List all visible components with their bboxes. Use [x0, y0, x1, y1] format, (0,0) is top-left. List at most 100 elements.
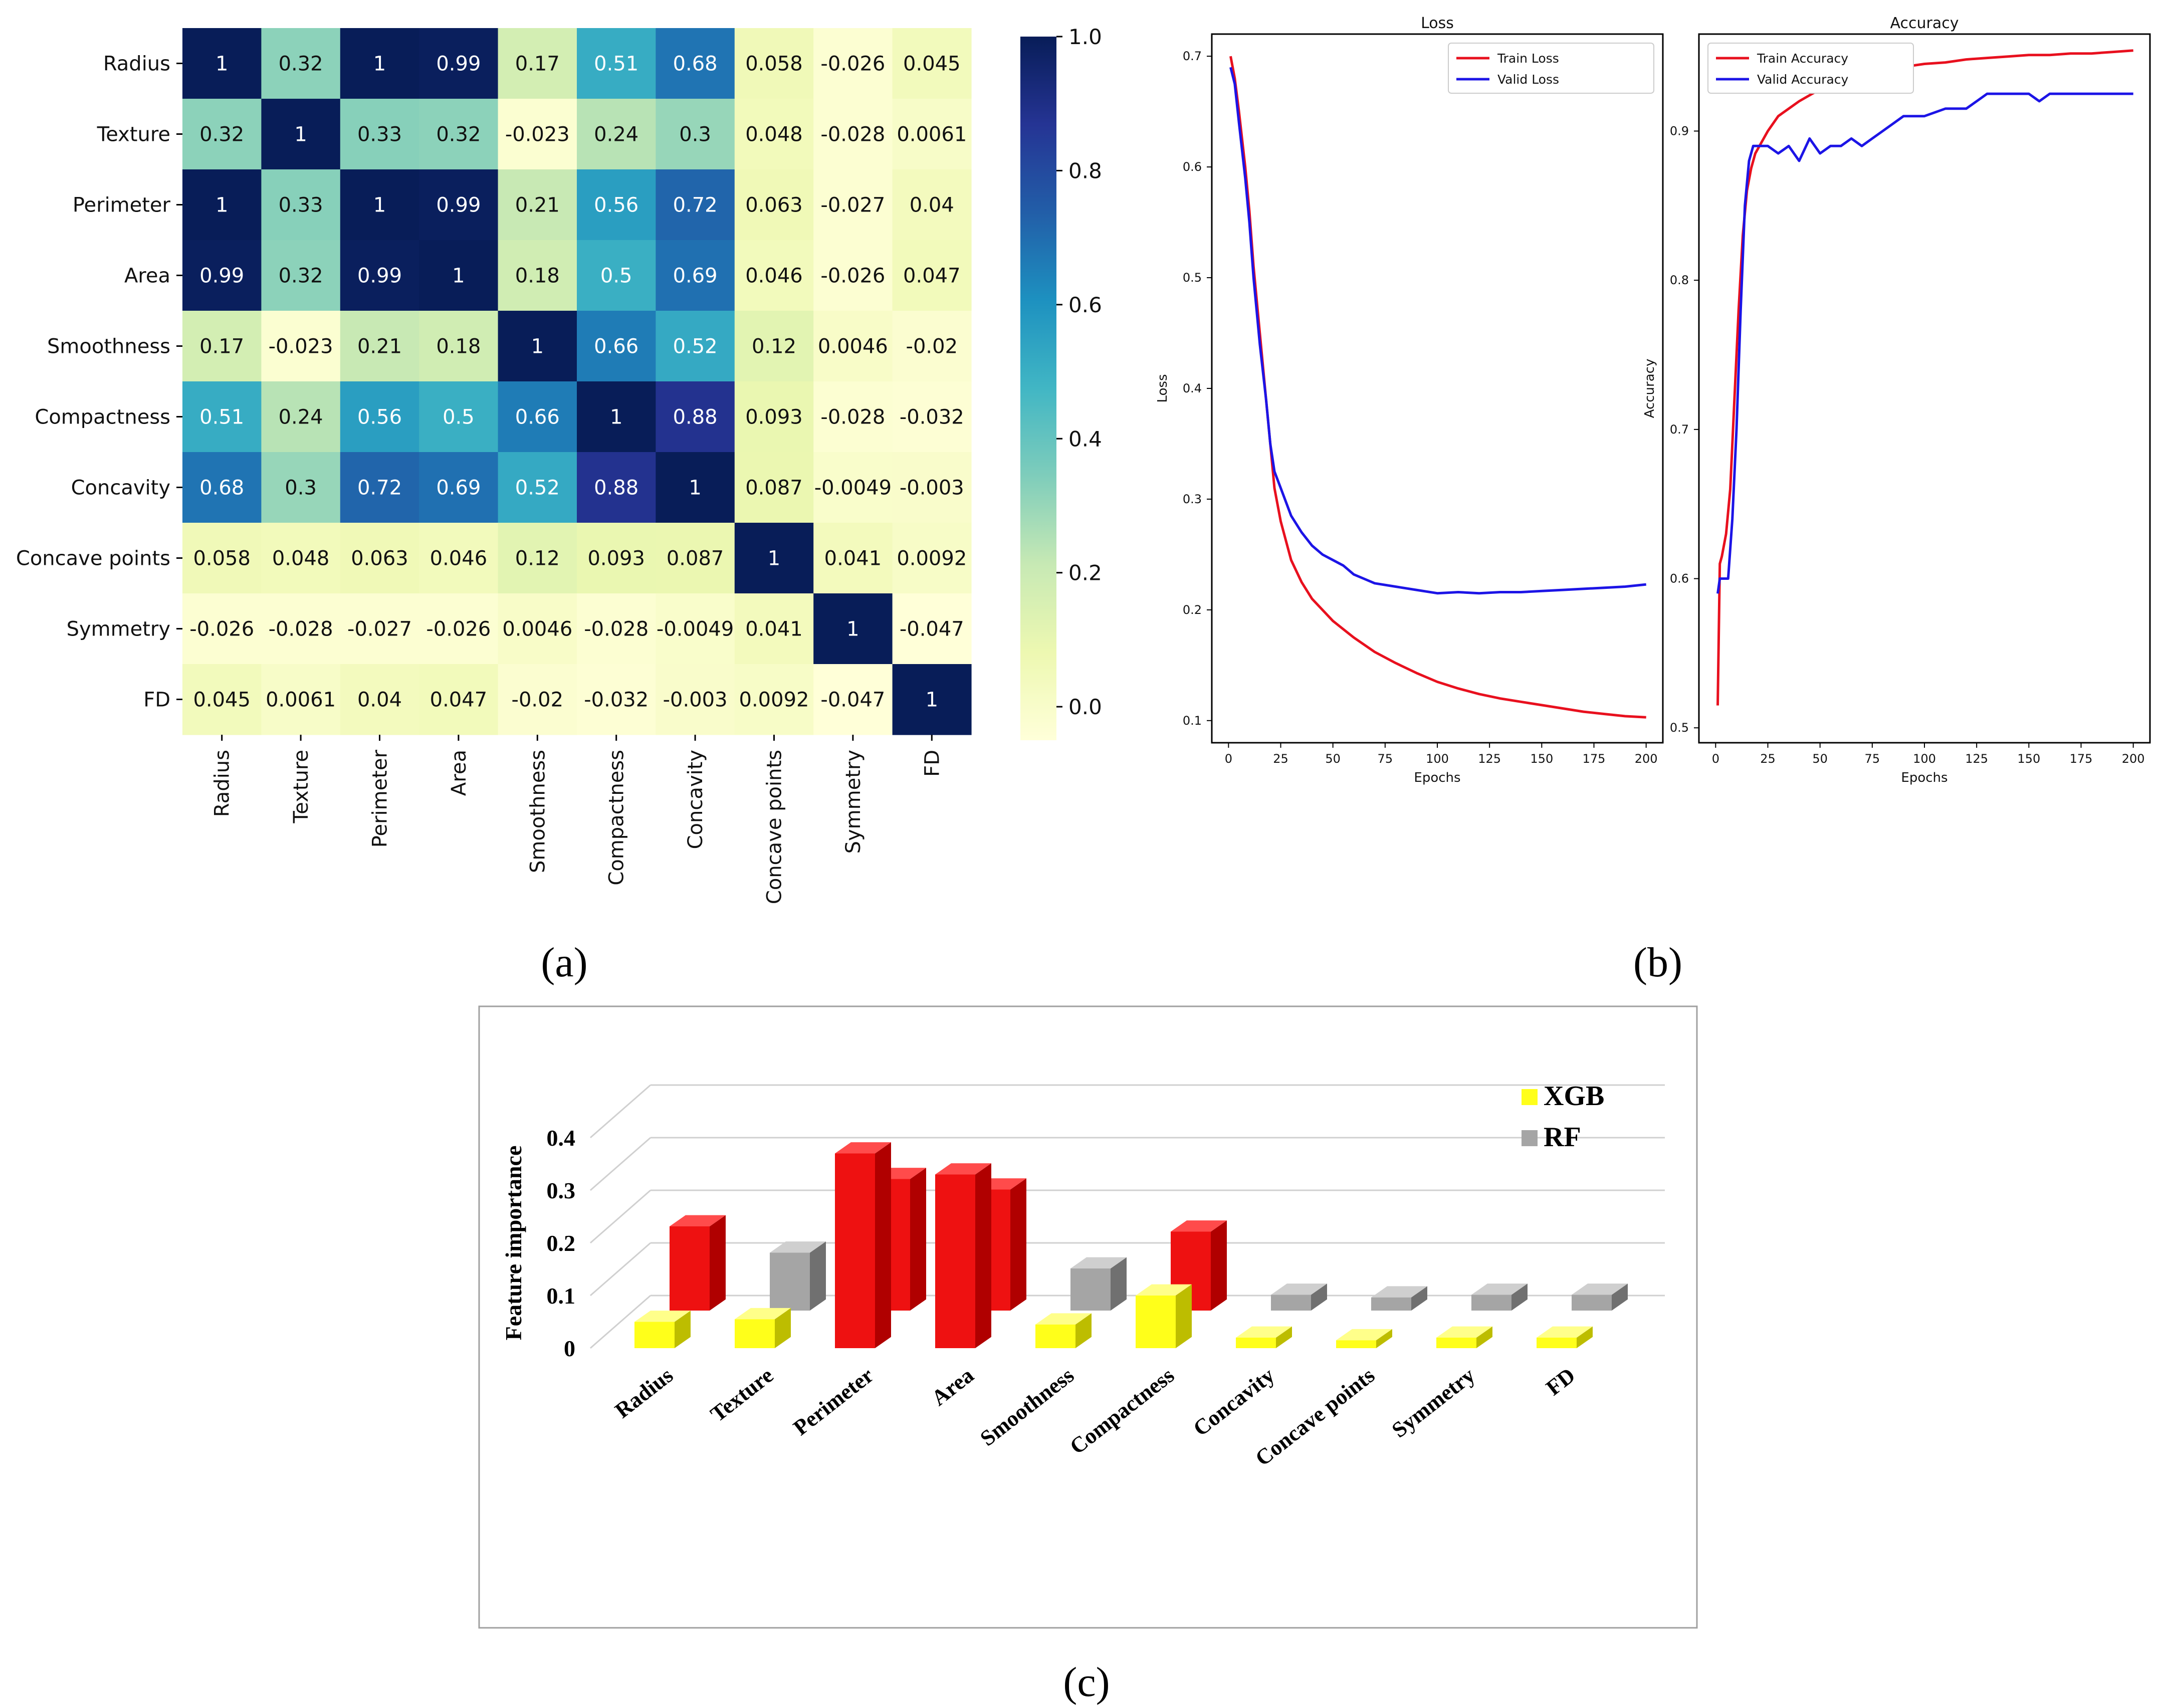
heatmap-cell-value: -0.026: [189, 618, 254, 641]
y-tick-label: 0.2: [547, 1230, 576, 1256]
heatmap-cell: [498, 169, 577, 241]
x-tick-label: Perimeter: [369, 749, 392, 847]
xgb-bar-front: [1035, 1324, 1075, 1348]
heatmap-cell: [340, 28, 419, 99]
heatmap-cell-value: 1: [846, 618, 859, 641]
heatmap-cell-value: 0.3: [679, 123, 711, 146]
heatmap-cell-value: 0.041: [745, 618, 803, 641]
heatmap-cell: [813, 311, 893, 382]
heatmap-cell: [182, 593, 262, 665]
heatmap-cell: [182, 523, 262, 594]
y-tick-label: 0.2: [1183, 603, 1202, 617]
heatmap-cell: [656, 169, 735, 241]
rf-bar-front: [1271, 1295, 1311, 1311]
xgb-bar-side: [1577, 1326, 1593, 1348]
heatmap-cell-value: 0.046: [430, 547, 488, 570]
rf-bar-top: [1070, 1257, 1127, 1268]
xgb-bar-side: [1276, 1326, 1292, 1348]
rf-bar-front: [1371, 1297, 1411, 1311]
heatmap-cell-value: 0.69: [673, 265, 718, 288]
heatmap-cell: [577, 240, 656, 311]
legend-swatch: [1522, 1130, 1538, 1146]
panel-label-c: (c): [1063, 1659, 1110, 1705]
xgb-bar-top: [735, 1308, 791, 1320]
series-line-valid-accuracy: [1716, 92, 2133, 594]
heatmap-cell: [656, 99, 735, 170]
colorbar-ramp: [1020, 37, 1056, 740]
heatmap-cell: [261, 28, 341, 99]
heatmap-cell-value: -0.003: [900, 477, 964, 500]
xgb-bar-top: [1537, 1326, 1593, 1338]
rf-bar-top: [1371, 1286, 1427, 1298]
heatmap-cell: [419, 99, 499, 170]
heatmap-cell: [656, 452, 735, 523]
heatmap-cell-value: 0.5: [443, 406, 475, 429]
grid-diagonal: [590, 1242, 651, 1297]
heatmap-cell: [261, 99, 341, 170]
heatmap-cell-value: 1: [215, 53, 228, 76]
heatmap-cell-value: 0.32: [199, 123, 244, 146]
heatmap-cell: [419, 311, 499, 382]
heatmap-cell: [892, 99, 972, 170]
legend-label: Train Accuracy: [1757, 51, 1848, 66]
x-tick-label: 125: [1478, 752, 1501, 766]
heatmap-cell-value: 0.72: [673, 194, 718, 217]
heatmap-cell-value: 0.063: [351, 547, 408, 570]
y-tick-label: Concave points: [16, 547, 170, 570]
heatmap-cell: [892, 452, 972, 523]
x-tick-label: 50: [1325, 752, 1341, 766]
y-tick-label: 0.4: [547, 1125, 576, 1151]
heatmap-cell: [577, 381, 656, 453]
heatmap-cell: [892, 169, 972, 241]
x-tick-label: Radius: [211, 750, 234, 817]
heatmap-cell-value: 0.66: [515, 406, 560, 429]
heatmap-cell-value: 0.99: [357, 265, 402, 288]
heatmap-cell-value: 0.56: [357, 406, 402, 429]
xgb-bar-side: [875, 1142, 891, 1348]
rf-bar-top: [1471, 1284, 1528, 1295]
rf-bar-top: [770, 1241, 826, 1253]
heatmap-cell-value: 0.18: [515, 265, 560, 288]
heatmap-cell: [419, 240, 499, 311]
heatmap-cell: [734, 169, 814, 241]
heatmap-cell-value: -0.032: [584, 689, 648, 712]
heatmap-cell: [340, 240, 419, 311]
heatmap-cell: [261, 593, 341, 665]
y-tick-label: Texture: [97, 123, 170, 146]
x-tick-label: 100: [1426, 752, 1449, 766]
y-tick-label: Symmetry: [67, 618, 170, 641]
x-axis-label: Epochs: [1901, 770, 1947, 785]
heatmap-cell-value: 1: [373, 53, 386, 76]
heatmap-cell-value: -0.02: [512, 689, 564, 712]
y-axis-label: Loss: [1155, 374, 1170, 402]
heatmap-cell: [498, 523, 577, 594]
heatmap-cell-value: 0.045: [193, 689, 251, 712]
heatmap-cell: [734, 240, 814, 311]
heatmap-cell: [656, 311, 735, 382]
heatmap-cell-value: 0.0061: [897, 123, 967, 146]
y-tick-label: 0.1: [1183, 714, 1202, 728]
heatmap-cell-value: 0.72: [357, 477, 402, 500]
heatmap-cell: [813, 523, 893, 594]
heatmap-cell-value: 1: [768, 547, 780, 570]
heatmap-cell: [577, 28, 656, 99]
rf-bar-top: [1171, 1220, 1227, 1232]
heatmap-cell-value: -0.028: [820, 123, 885, 146]
rf-bar-side: [810, 1241, 826, 1311]
heatmap-cell-value: 0.046: [745, 265, 803, 288]
heatmap-cell: [340, 311, 419, 382]
x-tick-label: Texture: [290, 750, 313, 823]
xgb-bar-front: [935, 1174, 975, 1348]
heatmap-cell: [498, 452, 577, 523]
x-tick-label: 175: [2070, 752, 2093, 766]
heatmap-cell-value: 0.33: [357, 123, 402, 146]
x-tick-label: 150: [2017, 752, 2040, 766]
y-tick-label: 0.6: [1183, 160, 1202, 174]
heatmap-cell: [182, 169, 262, 241]
heatmap-cell: [577, 169, 656, 241]
heatmap-cell-value: 0.04: [910, 194, 954, 217]
x-tick-label: 75: [1865, 752, 1880, 766]
xgb-bar-top: [1436, 1326, 1492, 1338]
heatmap-cell-value: 0.68: [673, 53, 718, 76]
